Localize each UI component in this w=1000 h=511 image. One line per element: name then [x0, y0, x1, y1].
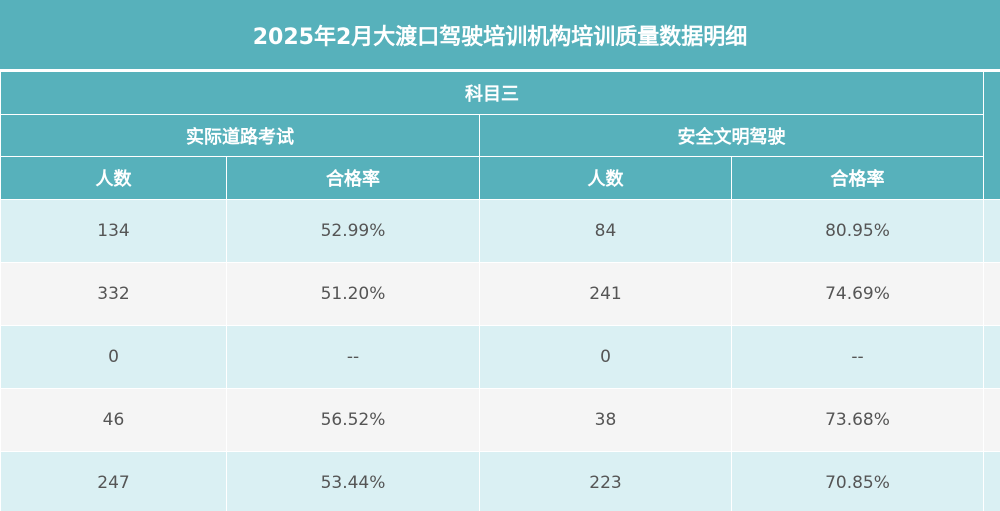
table-cell: 247 [0, 451, 227, 511]
table-row: 0 -- 0 -- [0, 325, 1000, 389]
table-cell: -- [226, 325, 480, 389]
page-title: 2025年2月大渡口驾驶培训机构培训质量数据明细 [0, 0, 1000, 70]
table-cell: 56.52% [226, 388, 480, 452]
table-row: 332 51.20% 241 74.69% [0, 262, 1000, 326]
group-header-road-test: 实际道路考试 [0, 114, 480, 157]
header-row-subject: 科目三 [0, 71, 1000, 200]
table-cell: 0 [479, 325, 732, 389]
table-row: 247 53.44% 223 70.85% [0, 451, 1000, 511]
table-cell: -- [731, 325, 984, 389]
table-cell: 74.69% [731, 262, 984, 326]
table-cell [983, 388, 1000, 452]
column-header-pass-rate: 合格率 [731, 156, 984, 200]
column-header-pass-rate: 合格率 [226, 156, 480, 200]
table-cell: 73.68% [731, 388, 984, 452]
table-cell: 46 [0, 388, 227, 452]
table-cell: 84 [479, 199, 732, 263]
table-cell: 53.44% [226, 451, 480, 511]
table-cell: 134 [0, 199, 227, 263]
table-row: 46 56.52% 38 73.68% [0, 388, 1000, 452]
group-header-safe-driving: 安全文明驾驶 [479, 114, 984, 157]
header-row-groups: 实际道路考试 安全文明驾驶 [0, 114, 1000, 157]
table-cell: 70.85% [731, 451, 984, 511]
table-cell: 332 [0, 262, 227, 326]
column-header-count: 人数 [0, 156, 227, 200]
column-header-count: 人数 [479, 156, 732, 200]
training-quality-table: 科目三 实际道路考试 安全文明驾驶 人数 合格率 人数 合格率 134 52.9… [0, 71, 1000, 511]
table-cell: 0 [0, 325, 227, 389]
table-cell [983, 451, 1000, 511]
table-cell: 241 [479, 262, 732, 326]
table-cell: 51.20% [226, 262, 480, 326]
table-cell: 80.95% [731, 199, 984, 263]
subject-header: 科目三 [0, 71, 984, 115]
table-cell [983, 199, 1000, 263]
table-cell: 52.99% [226, 199, 480, 263]
table-cell [983, 325, 1000, 389]
table-row: 134 52.99% 84 80.95% [0, 199, 1000, 263]
table-cell: 38 [479, 388, 732, 452]
header-row-columns: 人数 合格率 人数 合格率 [0, 156, 1000, 200]
table-cell: 223 [479, 451, 732, 511]
table-cell [983, 262, 1000, 326]
extra-header-cell [983, 71, 1000, 200]
